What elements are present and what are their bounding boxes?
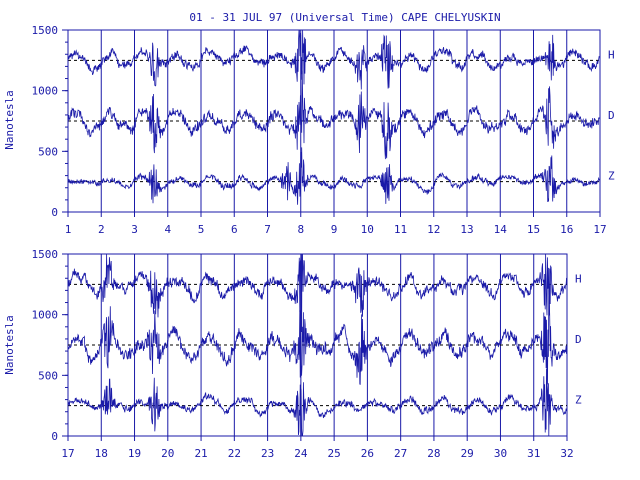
x-tick-label: 12 <box>427 223 440 236</box>
y-tick-label: 1000 <box>32 309 59 322</box>
series-label-h: H <box>608 48 615 61</box>
x-tick-label: 22 <box>228 447 241 460</box>
x-tick-label: 26 <box>361 447 374 460</box>
x-tick-label: 13 <box>460 223 473 236</box>
x-tick-label: 31 <box>527 447 540 460</box>
panel-bottom: Nanotesla 17 18 19 20 21 22 23 24 25 26 27 28 29 30 31… <box>3 248 582 460</box>
x-tick-label: 3 <box>131 223 138 236</box>
chart-title: 01 - 31 JUL 97 (Universal Time) CAPE CHE… <box>189 11 500 24</box>
y-tick-label: 1500 <box>32 248 59 261</box>
x-tick-label: 10 <box>361 223 374 236</box>
y-axis-label: Nanotesla <box>3 315 16 375</box>
panel-top: Nanotesla 1 2 3 4 5 6 7 8 9 10 11 12 13 14 15 16 1705001… <box>3 24 615 236</box>
series-label-d: D <box>575 333 582 346</box>
x-tick-label: 23 <box>261 447 274 460</box>
x-tick-label: 14 <box>494 223 508 236</box>
y-tick-label: 0 <box>51 206 58 219</box>
y-tick-label: 0 <box>51 430 58 443</box>
series-line-z <box>67 368 568 437</box>
x-tick-label: 28 <box>427 447 440 460</box>
x-tick-label: 6 <box>231 223 238 236</box>
x-tick-label: 24 <box>294 447 308 460</box>
series-line-h <box>67 253 568 333</box>
x-tick-label: 19 <box>128 447 141 460</box>
x-tick-label: 16 <box>560 223 573 236</box>
x-tick-label: 4 <box>164 223 171 236</box>
x-tick-label: 1 <box>65 223 72 236</box>
series-label-z: Z <box>575 394 582 407</box>
series-label-d: D <box>608 109 615 122</box>
y-tick-label: 1000 <box>32 85 59 98</box>
x-tick-label: 15 <box>527 223 540 236</box>
x-tick-label: 27 <box>394 447 407 460</box>
series-label-h: H <box>575 272 582 285</box>
series-line-h <box>67 29 601 90</box>
x-tick-label: 5 <box>198 223 205 236</box>
series-line-z <box>67 147 601 205</box>
x-tick-label: 17 <box>593 223 606 236</box>
x-tick-label: 25 <box>328 447 341 460</box>
series-line-d <box>67 70 601 160</box>
x-tick-label: 20 <box>161 447 174 460</box>
y-tick-label: 500 <box>38 369 58 382</box>
x-tick-label: 17 <box>61 447 74 460</box>
x-tick-label: 8 <box>297 223 304 236</box>
x-tick-label: 9 <box>331 223 338 236</box>
x-tick-label: 11 <box>394 223 407 236</box>
y-tick-label: 500 <box>38 145 58 158</box>
x-tick-label: 7 <box>264 223 271 236</box>
series-label-z: Z <box>608 170 615 183</box>
x-tick-label: 18 <box>95 447 108 460</box>
y-axis-label: Nanotesla <box>3 90 16 150</box>
x-tick-label: 32 <box>560 447 573 460</box>
x-tick-label: 21 <box>194 447 207 460</box>
x-tick-label: 30 <box>494 447 507 460</box>
x-tick-label: 2 <box>98 223 105 236</box>
x-tick-label: 29 <box>461 447 474 460</box>
series-line-d <box>68 289 568 385</box>
y-tick-label: 1500 <box>32 24 59 37</box>
